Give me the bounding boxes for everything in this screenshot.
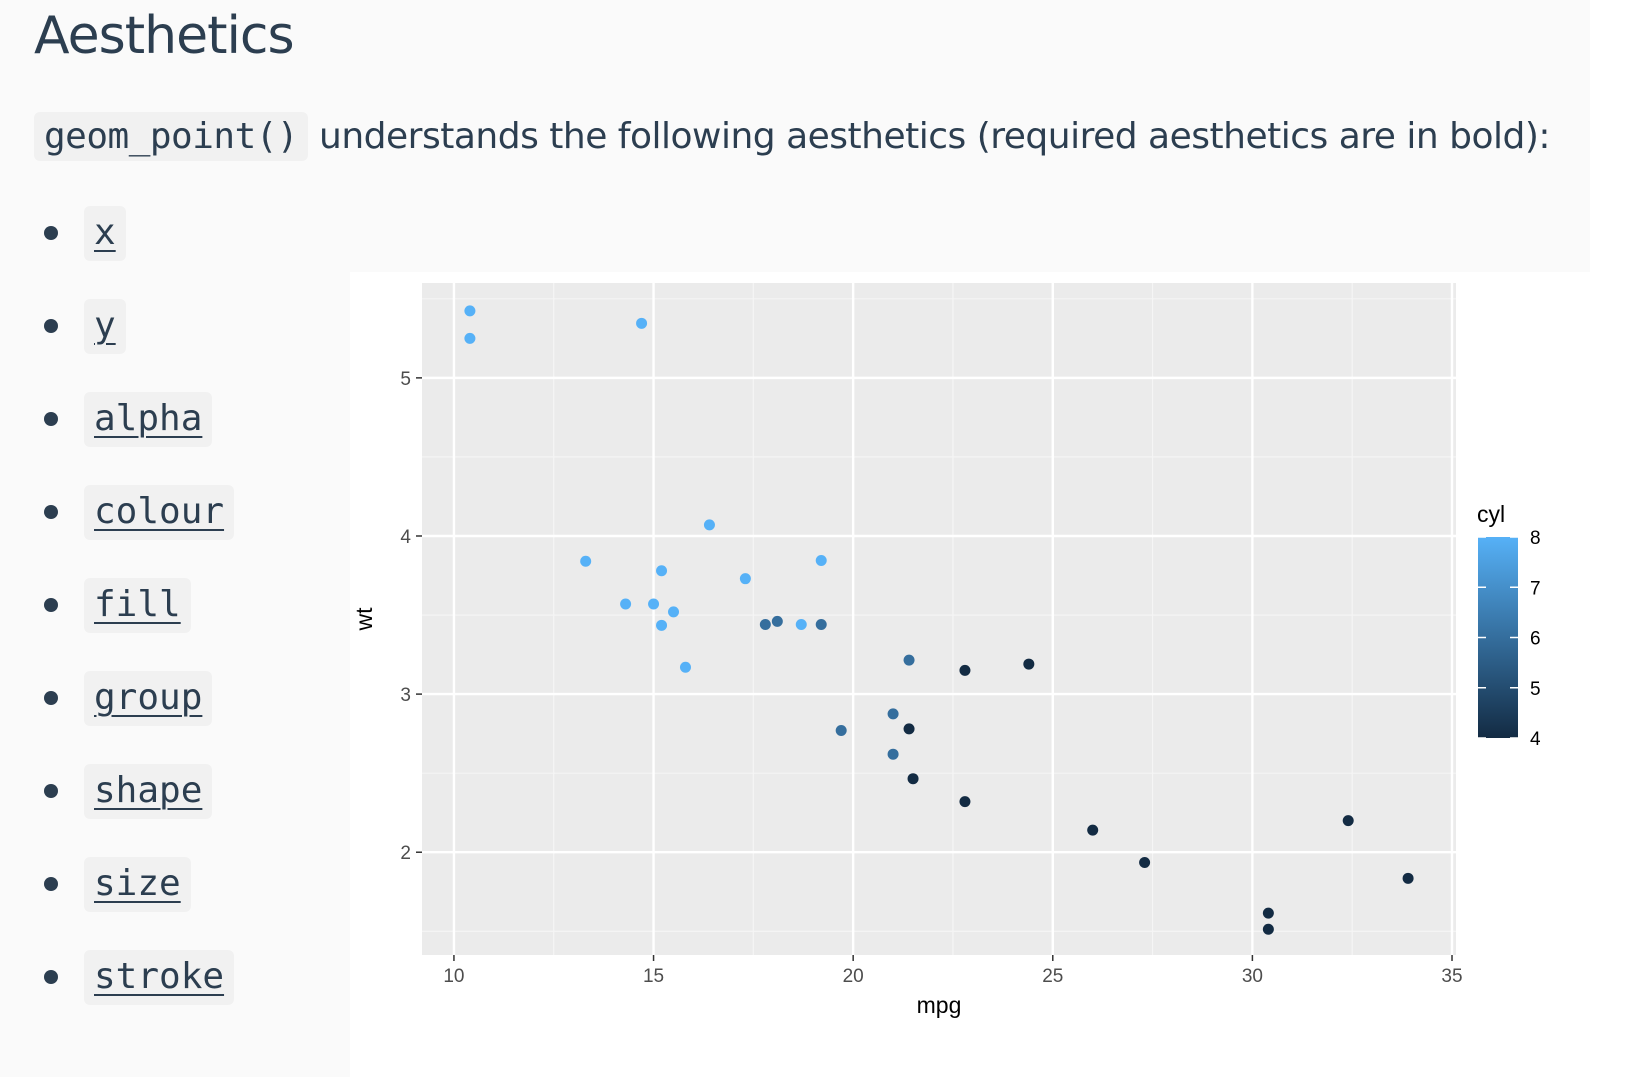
- data-point: [648, 598, 660, 610]
- data-point: [1023, 658, 1035, 670]
- data-point: [464, 305, 476, 317]
- data-point: [795, 619, 807, 631]
- bullet-icon: [44, 877, 58, 891]
- data-point: [580, 555, 592, 567]
- legend-tick-label: 6: [1530, 629, 1541, 650]
- bullet-icon: [44, 505, 58, 519]
- scatter-plot: 10 15 20 25 30 35 2 3 4 5 mpg wt cyl 4 5 6 7 8: [350, 272, 1636, 1077]
- intro-text: understands the following aesthetics (re…: [308, 116, 1551, 157]
- list-item: group: [44, 670, 213, 726]
- y-axis-label: wt: [351, 607, 377, 632]
- data-point: [656, 619, 668, 631]
- data-point: [907, 773, 919, 785]
- bullet-icon: [44, 598, 58, 612]
- data-point: [815, 619, 827, 631]
- bullet-icon: [44, 412, 58, 426]
- y-tick-label: 3: [400, 685, 411, 706]
- data-point: [656, 565, 668, 577]
- y-tick-label: 2: [400, 843, 411, 864]
- legend-tick-label: 5: [1530, 679, 1541, 700]
- list-item: stroke: [44, 949, 235, 1005]
- y-axis: 2 3 4 5: [400, 369, 422, 864]
- list-item: x: [44, 205, 126, 261]
- aesthetic-link-colour[interactable]: colour: [84, 484, 235, 540]
- list-item: colour: [44, 484, 235, 540]
- aesthetic-link-shape[interactable]: shape: [84, 763, 213, 819]
- bullet-icon: [44, 784, 58, 798]
- list-item: alpha: [44, 391, 213, 447]
- aesthetic-link-size[interactable]: size: [84, 856, 191, 912]
- legend-ticks: 4 5 6 7 8: [1478, 528, 1541, 750]
- data-point: [1262, 907, 1274, 919]
- data-point: [1139, 857, 1151, 869]
- legend-tick-label: 8: [1530, 528, 1541, 549]
- data-point: [703, 519, 715, 531]
- bullet-icon: [44, 319, 58, 333]
- legend-tick-label: 7: [1530, 578, 1541, 599]
- data-point: [903, 654, 915, 666]
- minor-grid: [422, 283, 1456, 955]
- aesthetic-link-y[interactable]: y: [84, 298, 126, 354]
- aesthetic-link-alpha[interactable]: alpha: [84, 391, 213, 447]
- data-point: [887, 708, 899, 720]
- data-point: [815, 554, 827, 566]
- x-axis-label: mpg: [917, 992, 962, 1018]
- list-item: fill: [44, 577, 191, 633]
- data-point: [771, 615, 783, 627]
- data-point: [959, 664, 971, 676]
- legend-tick-label: 4: [1530, 729, 1541, 750]
- data-point: [1342, 815, 1354, 827]
- aesthetic-link-stroke[interactable]: stroke: [84, 949, 235, 1005]
- data-point: [636, 317, 648, 329]
- data-point: [1402, 872, 1414, 884]
- color-legend: cyl 4 5 6 7 8: [1477, 501, 1541, 750]
- data-point: [668, 606, 680, 618]
- major-grid: [422, 283, 1456, 955]
- data-point: [1087, 824, 1099, 836]
- chart-svg: 10 15 20 25 30 35 2 3 4 5 mpg wt cyl 4 5 6 7 8: [351, 283, 1541, 1018]
- list-item: shape: [44, 763, 213, 819]
- bullet-icon: [44, 691, 58, 705]
- x-axis: 10 15 20 25 30 35: [443, 955, 1463, 987]
- y-tick-label: 4: [400, 527, 411, 548]
- aesthetic-link-fill[interactable]: fill: [84, 577, 191, 633]
- x-tick-label: 15: [643, 966, 664, 987]
- x-tick-label: 20: [843, 966, 864, 987]
- intro-paragraph: geom_point() understands the following a…: [34, 112, 1551, 161]
- list-item: y: [44, 298, 126, 354]
- data-point: [835, 724, 847, 736]
- x-tick-label: 25: [1042, 966, 1063, 987]
- legend-title: cyl: [1477, 501, 1505, 527]
- data-point: [903, 723, 915, 735]
- data-point: [464, 332, 476, 344]
- data-point: [959, 796, 971, 808]
- aesthetic-link-group[interactable]: group: [84, 670, 213, 726]
- data-point: [887, 748, 899, 760]
- data-point: [679, 661, 691, 673]
- x-tick-label: 10: [443, 966, 464, 987]
- bullet-icon: [44, 226, 58, 240]
- bullet-icon: [44, 970, 58, 984]
- aesthetic-link-x[interactable]: x: [84, 205, 126, 261]
- y-tick-label: 5: [400, 369, 411, 390]
- list-item: size: [44, 856, 191, 912]
- data-point: [620, 598, 632, 610]
- geom-point-code: geom_point(): [34, 112, 309, 161]
- data-point: [759, 619, 771, 631]
- x-tick-label: 35: [1441, 966, 1462, 987]
- data-point: [1262, 923, 1274, 935]
- plot-panel: [422, 283, 1456, 955]
- page-title: Aesthetics: [34, 6, 295, 66]
- points-layer: [464, 305, 1414, 935]
- data-point: [739, 573, 751, 585]
- x-tick-label: 30: [1242, 966, 1263, 987]
